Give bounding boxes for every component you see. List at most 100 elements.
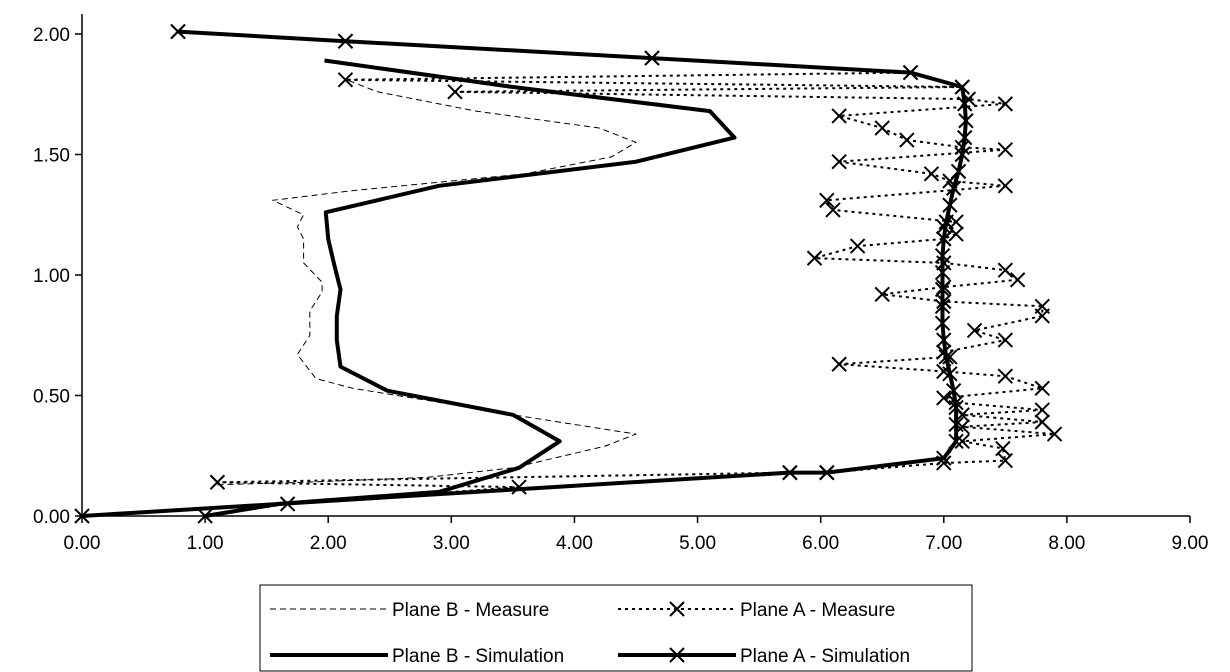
- legend-item: Plane B - Simulation: [270, 646, 564, 667]
- x-marker-stroke: [936, 450, 952, 466]
- series-line: [204, 58, 737, 518]
- data-point-marker: [997, 262, 1014, 278]
- data-point-marker: [447, 84, 463, 100]
- x-marker-stroke: [936, 455, 952, 471]
- legend-item: Plane A - Simulation: [618, 646, 910, 667]
- series-line: [217, 79, 637, 486]
- data-point-marker: [956, 129, 973, 146]
- data-point-marker: [831, 108, 847, 124]
- data-point-marker: [938, 214, 954, 230]
- x-marker-stroke: [923, 166, 940, 182]
- data-point-marker: [74, 508, 90, 524]
- data-point-marker: [902, 64, 919, 81]
- legend-label: Plane B - Simulation: [392, 646, 564, 667]
- legend-marker: [669, 601, 685, 617]
- x-tick-label: 1.00: [187, 533, 224, 554]
- data-point-marker: [825, 202, 841, 218]
- series-line: [177, 30, 1056, 517]
- y-tick-label: 2.00: [33, 25, 70, 46]
- legend: Plane B - Measure Plane A - Measure Plane …: [259, 584, 973, 672]
- x-marker-stroke: [938, 214, 954, 230]
- x-tick-label: 2.00: [310, 533, 347, 554]
- data-point-marker: [1034, 414, 1050, 430]
- x-marker-stroke: [874, 286, 890, 302]
- data-point-marker: [956, 96, 973, 112]
- data-point-marker: [934, 281, 951, 298]
- data-point-marker: [938, 349, 954, 365]
- series-line: [81, 29, 968, 518]
- x-marker-stroke: [831, 154, 847, 170]
- data-point-marker: [997, 96, 1014, 112]
- data-point-marker: [942, 197, 958, 213]
- x-marker-stroke: [997, 178, 1014, 194]
- x-marker-stroke: [948, 416, 964, 433]
- data-point-marker: [954, 79, 970, 95]
- data-point-marker: [170, 23, 186, 40]
- x-marker-stroke: [997, 452, 1014, 469]
- x-marker-stroke: [954, 146, 970, 163]
- series-1: [170, 23, 1063, 524]
- data-point-marker: [997, 332, 1014, 348]
- axes: 0.00 1.00 2.00 3.00 4.00 5.00 6.00 7.00 8.00 9.00…: [33, 14, 1208, 554]
- x-marker-stroke: [874, 120, 890, 136]
- x-marker-stroke: [950, 163, 967, 180]
- x-marker-stroke: [849, 238, 866, 254]
- data-point-marker: [948, 433, 964, 449]
- data-point-marker: [945, 382, 962, 399]
- x-tick-label: 3.00: [433, 533, 470, 554]
- x-marker-stroke: [899, 132, 915, 148]
- data-point-marker: [948, 226, 964, 242]
- data-point-marker: [831, 356, 847, 372]
- x-marker-stroke: [934, 298, 951, 315]
- y-tick-label: 0.00: [33, 507, 70, 528]
- data-point-marker: [1034, 402, 1050, 418]
- x-marker-stroke: [966, 322, 983, 339]
- data-point-marker: [997, 452, 1014, 469]
- x-tick-label: 0.00: [64, 533, 101, 554]
- x-marker-stroke: [948, 433, 964, 449]
- x-marker-stroke: [997, 368, 1014, 384]
- y-tick-label: 1.00: [33, 266, 70, 287]
- y-tick-label: 1.50: [33, 146, 70, 167]
- x-marker-stroke: [337, 72, 354, 88]
- x-marker-stroke: [956, 129, 973, 146]
- data-point-marker: [337, 33, 354, 49]
- data-point-marker: [874, 120, 890, 136]
- legend-label: Plane B - Measure: [392, 600, 549, 621]
- data-point-marker: [954, 146, 970, 163]
- x-marker-stroke: [170, 23, 186, 40]
- data-point-marker: [849, 238, 866, 254]
- x-marker-stroke: [936, 390, 952, 406]
- data-point-marker: [934, 298, 951, 315]
- data-point-marker: [997, 141, 1014, 158]
- series-2: [204, 58, 737, 518]
- data-point-marker: [1034, 380, 1050, 396]
- data-point-marker: [209, 474, 226, 490]
- data-point-marker: [948, 416, 964, 433]
- data-point-marker: [936, 332, 952, 348]
- x-marker-stroke: [806, 250, 823, 266]
- data-point-marker: [997, 178, 1014, 194]
- x-marker-stroke: [782, 464, 798, 481]
- x-marker-stroke: [997, 332, 1014, 348]
- data-point-marker: [995, 440, 1011, 457]
- data-point-marker: [948, 399, 964, 416]
- x-tick-label: 4.00: [556, 533, 593, 554]
- x-marker-stroke: [934, 248, 951, 264]
- x-marker-stroke: [934, 281, 951, 298]
- x-marker-stroke: [938, 349, 954, 365]
- x-marker-stroke: [902, 64, 919, 81]
- x-tick-label: 8.00: [1048, 533, 1085, 554]
- x-tick-label: 9.00: [1172, 533, 1209, 554]
- x-marker-stroke: [995, 440, 1011, 457]
- data-point-marker: [934, 264, 951, 281]
- x-marker-stroke: [997, 262, 1014, 278]
- data-point-marker: [511, 479, 527, 495]
- x-marker-stroke: [942, 366, 958, 382]
- series-0: [217, 79, 637, 486]
- x-marker-stroke: [447, 84, 463, 100]
- data-point-marker: [819, 192, 835, 208]
- x-marker-stroke: [337, 33, 354, 49]
- x-marker-stroke: [958, 113, 974, 129]
